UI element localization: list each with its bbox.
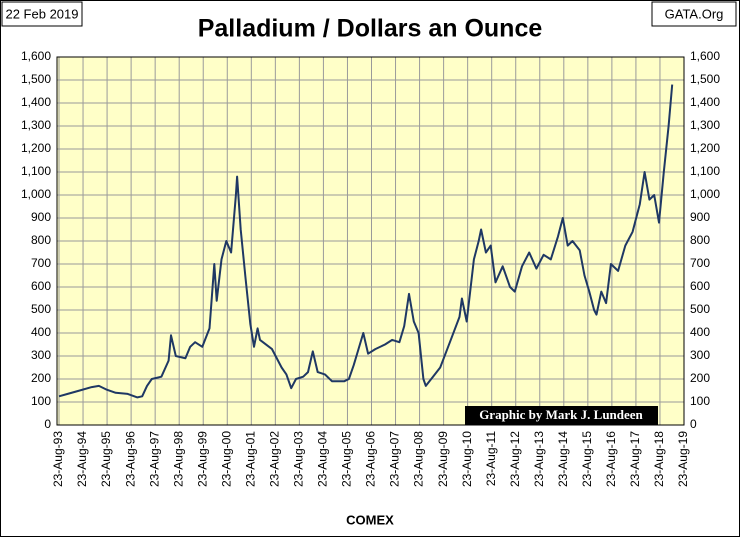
- y2-tick-label: 800: [690, 233, 710, 247]
- plot: 0 0 100 100 200 200 300 300 400 400 500 500 600 600 70…: [21, 49, 720, 487]
- x-tick-label: 23-Aug-10: [460, 431, 474, 487]
- x-tick-label: 23-Aug-18: [652, 431, 666, 487]
- y2-tick-label: 1,200: [690, 141, 720, 155]
- y-tick-label: 100: [31, 394, 51, 408]
- y-tick-label: 0: [44, 417, 51, 431]
- x-tick-label: 23-Aug-17: [628, 431, 642, 487]
- x-tick-label: 23-Aug-19: [676, 431, 690, 487]
- x-tick-label: 23-Aug-14: [556, 431, 570, 487]
- credit: Graphic by Mark J. Lundeen: [479, 407, 643, 422]
- x-tick-label: 23-Aug-96: [123, 431, 137, 487]
- y-tick-label: 1,500: [21, 72, 51, 86]
- x-tick-label: 23-Aug-95: [99, 431, 113, 487]
- x-tick-label: 23-Aug-03: [292, 431, 306, 487]
- x-tick-label: 23-Aug-05: [340, 431, 354, 487]
- y2-tick-label: 1,100: [690, 164, 720, 178]
- y2-tick-label: 600: [690, 279, 710, 293]
- y2-tick-label: 200: [690, 371, 710, 385]
- source-box: [651, 1, 737, 27]
- x-axis-label: COMEX: [346, 512, 394, 527]
- x-tick-label: 23-Aug-93: [51, 431, 65, 487]
- y2-tick-label: 1,600: [690, 49, 720, 63]
- y-tick-label: 1,200: [21, 141, 51, 155]
- date-note: 22 Feb 2019: [5, 6, 78, 21]
- x-tick-label: 23-Aug-04: [316, 431, 330, 487]
- plot-border: [56, 56, 685, 426]
- x-tick-label: 23-Aug-09: [436, 431, 450, 487]
- source-note: GATA.Org: [665, 6, 724, 21]
- y2-tick-label: 1,400: [690, 95, 720, 109]
- y2-tick-label: 400: [690, 325, 710, 339]
- x-tick-label: 23-Aug-13: [532, 431, 546, 487]
- y-tick-label: 1,300: [21, 118, 51, 132]
- y-tick-label: 400: [31, 325, 51, 339]
- y2-tick-label: 1,500: [690, 72, 720, 86]
- y-tick-label: 200: [31, 371, 51, 385]
- y-tick-label: 500: [31, 302, 51, 316]
- y-tick-label: 1,100: [21, 164, 51, 178]
- credit-box: [465, 406, 658, 425]
- x-tick-label: 23-Aug-98: [171, 431, 185, 487]
- y2-tick-label: 1,000: [690, 187, 720, 201]
- x-tick-label: 23-Aug-00: [219, 431, 233, 487]
- chart-title: Palladium / Dollars an Ounce: [198, 15, 543, 43]
- x-tick-label: 23-Aug-12: [508, 431, 522, 487]
- y2-tick-label: 700: [690, 256, 710, 270]
- x-tick-label: 23-Aug-16: [604, 431, 618, 487]
- x-tick-label: 23-Aug-94: [75, 431, 89, 487]
- x-tick-label: 23-Aug-99: [195, 431, 209, 487]
- x-tick-label: 23-Aug-06: [364, 431, 378, 487]
- y-tick-label: 900: [31, 210, 51, 224]
- y-tick-label: 800: [31, 233, 51, 247]
- y-tick-label: 1,000: [21, 187, 51, 201]
- price-line: [58, 84, 674, 399]
- y2-tick-label: 300: [690, 348, 710, 362]
- y-tick-label: 700: [31, 256, 51, 270]
- x-tick-label: 23-Aug-08: [412, 431, 426, 487]
- y-tick-label: 1,600: [21, 49, 51, 63]
- y2-tick-label: 900: [690, 210, 710, 224]
- x-tick-label: 23-Aug-07: [388, 431, 402, 487]
- y-tick-label: 600: [31, 279, 51, 293]
- date-box: [1, 1, 83, 27]
- y-tick-label: 300: [31, 348, 51, 362]
- x-tick-label: 23-Aug-15: [580, 431, 594, 487]
- y2-tick-label: 500: [690, 302, 710, 316]
- y2-tick-label: 0: [690, 417, 697, 431]
- y-tick-label: 1,400: [21, 95, 51, 109]
- x-tick-label: 23-Aug-01: [243, 431, 257, 487]
- x-tick-label: 23-Aug-97: [147, 431, 161, 487]
- x-tick-label: 23-Aug-02: [268, 431, 282, 487]
- x-tick-label: 23-Aug-11: [484, 431, 498, 486]
- y2-tick-label: 100: [690, 394, 710, 408]
- y2-tick-label: 1,300: [690, 118, 720, 132]
